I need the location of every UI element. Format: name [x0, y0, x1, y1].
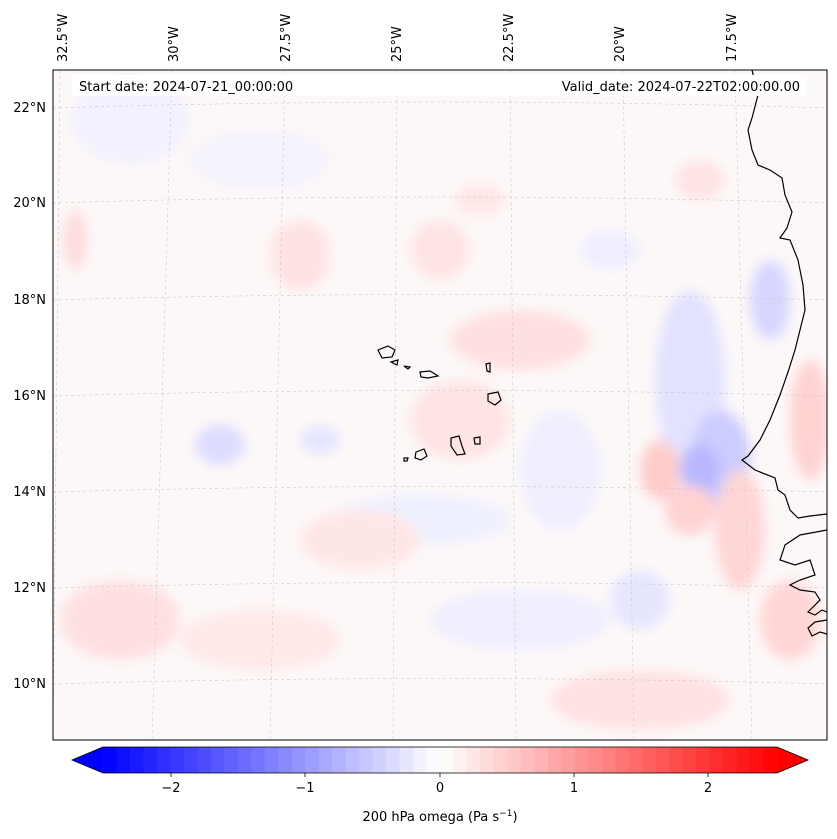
colorbar-cell: [601, 747, 616, 773]
colorbar-cell: [291, 747, 306, 773]
lat-label: 10°N: [13, 677, 46, 692]
colorbar-cell: [493, 747, 508, 773]
omega-field: [60, 75, 827, 730]
lat-label: 20°N: [13, 196, 46, 211]
colorbar-cell: [278, 747, 293, 773]
colorbar-cell: [574, 747, 589, 773]
lat-label: 18°N: [13, 293, 46, 308]
colorbar-title: 200 hPa omega (Pa s−1): [362, 809, 517, 825]
africa-coastline: [740, 70, 827, 519]
lat-label: 14°N: [13, 485, 46, 500]
colorbar-cell: [318, 747, 333, 773]
colorbar-cell: [170, 747, 185, 773]
colorbar-cell: [615, 747, 630, 773]
colorbar-cell: [453, 747, 468, 773]
colorbar-cell: [642, 747, 657, 773]
colorbar-cell: [736, 747, 751, 773]
colorbar-cell: [466, 747, 482, 773]
guinea-bissau-coast: [807, 619, 827, 637]
colorbar-cell: [237, 747, 252, 773]
colorbar-ticks: [170, 773, 709, 777]
colorbar-cell: [561, 747, 576, 773]
colorbar-cell: [129, 747, 145, 773]
lon-label: 27.5°W: [279, 14, 294, 62]
colorbar-cell: [332, 747, 347, 773]
colorbar-cell: [682, 747, 697, 773]
colorbar-cell: [520, 747, 535, 773]
map-panel: [52, 69, 828, 741]
lon-label: 30°W: [167, 26, 182, 62]
colorbar-cell: [750, 747, 765, 773]
colorbar-cell: [440, 747, 455, 773]
colorbar-tick-label: −2: [161, 781, 180, 796]
start-date-label: Start date: 2024-07-21_00:00:00: [79, 80, 293, 95]
colorbar-extend-min: [72, 747, 103, 773]
colorbar-cell: [399, 747, 414, 773]
colorbar-cell: [386, 747, 401, 773]
colorbar-cell: [628, 747, 643, 773]
lat-label: 12°N: [13, 581, 46, 596]
date-header: Start date: 2024-07-21_00:00:00 Valid_da…: [72, 75, 807, 96]
colorbar-cell: [763, 747, 778, 773]
colorbar-cell: [588, 747, 603, 773]
colorbar-cell: [103, 747, 118, 773]
colorbar-cell: [359, 747, 374, 773]
colorbar-cell: [669, 747, 684, 773]
valid-date-label: Valid_date: 2024-07-22T02:00:00.00: [562, 80, 800, 95]
colorbar-cell: [156, 747, 171, 773]
colorbar-cell: [723, 747, 738, 773]
lon-label: 22.5°W: [502, 14, 517, 62]
colorbar-extend-max: [777, 747, 808, 773]
colorbar-tick-label: 0: [436, 781, 444, 796]
colorbar-cell: [547, 747, 562, 773]
lon-label: 25°W: [390, 26, 405, 62]
colorbar-cell: [251, 747, 266, 773]
colorbar-cell: [345, 747, 360, 773]
colorbar-tick-label: 1: [570, 781, 578, 796]
lon-label: 17.5°W: [725, 14, 740, 62]
colorbar-cell: [143, 747, 158, 773]
colorbar-cell: [413, 747, 428, 773]
colorbar-cell: [264, 747, 279, 773]
latitude-labels: 22°N 20°N 18°N 16°N 14°N 12°N 10°N: [13, 101, 46, 692]
colorbar-cell: [480, 747, 495, 773]
colorbar-cell: [696, 747, 711, 773]
colorbar-cell: [534, 747, 549, 773]
colorbar-cell: [372, 747, 387, 773]
lon-label: 32.5°W: [56, 14, 71, 62]
lon-label: 20°W: [613, 26, 628, 62]
longitude-labels: 32.5°W 30°W 27.5°W 25°W 22.5°W 20°W 17.5…: [56, 14, 740, 62]
colorbar-cell: [183, 747, 198, 773]
lat-label: 22°N: [13, 101, 46, 116]
cape-verde-islands: [377, 345, 502, 462]
colorbar-cell: [426, 747, 441, 773]
colorbar: −2 −1 0 1 2 200 hPa omega (Pa s−1): [70, 746, 810, 825]
colorbar-cell: [507, 747, 522, 773]
graticule: [53, 70, 827, 740]
colorbar-tick-label: 2: [704, 781, 712, 796]
colorbar-cell: [116, 747, 131, 773]
colorbar-tick-label: −1: [295, 781, 314, 796]
colorbar-gradient: [72, 747, 808, 773]
colorbar-cell: [305, 747, 320, 773]
senegal-coast: [779, 529, 827, 616]
colorbar-cell: [655, 747, 670, 773]
lat-label: 16°N: [13, 389, 46, 404]
colorbar-cell: [197, 747, 212, 773]
colorbar-cell: [210, 747, 225, 773]
colorbar-cell: [224, 747, 239, 773]
colorbar-cell: [709, 747, 724, 773]
